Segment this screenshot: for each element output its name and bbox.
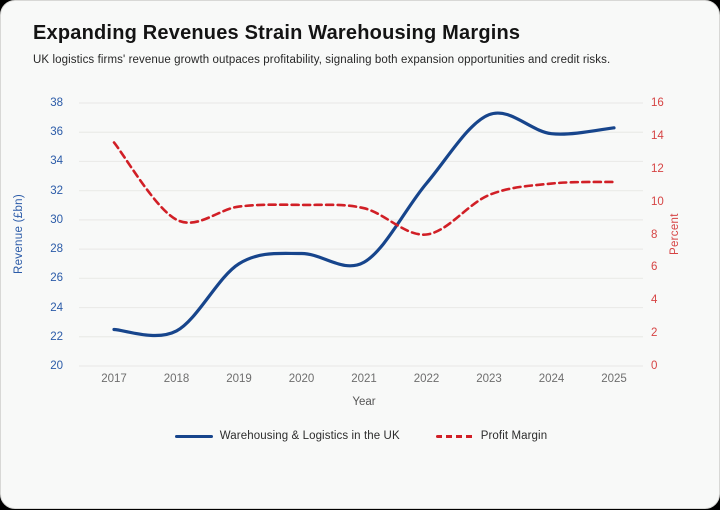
y-right-tick-label: 6 [651,261,658,274]
x-tick-label: 2023 [476,373,502,385]
y-left-tick-label: 36 [50,126,63,139]
chart-legend: Warehousing & Logistics in the UK Profit… [1,430,720,442]
y-left-tick-label: 28 [50,243,63,256]
y-right-tick-label: 12 [651,162,664,175]
y-right-tick-label: 16 [651,97,664,109]
x-tick-label: 2024 [538,373,565,385]
revenue-line [112,111,616,338]
y-right-tick-label: 8 [651,228,658,241]
y-left-tick-label: 34 [50,155,63,168]
y-right-tick-label: 4 [651,294,658,307]
x-tick-label: 2018 [163,373,190,385]
y-left-tick-label: 32 [50,184,63,197]
y-left-tick-label: 22 [50,330,63,343]
legend-label-revenue: Warehousing & Logistics in the UK [219,430,400,442]
y-right-tick-label: 10 [651,195,664,208]
legend-item-profit-margin: Profit Margin [435,430,548,442]
y-left-tick-label: 26 [50,272,63,285]
y-right-tick-label: 0 [651,360,658,372]
profit-margin-dashed-swatch-icon [435,434,474,438]
revenue-line-swatch-icon [174,434,213,438]
x-tick-label: 2017 [101,373,127,385]
chart-title: Expanding Revenues Strain Warehousing Ma… [33,22,521,44]
x-tick-label: 2022 [413,373,440,385]
x-axis-title: Year [352,396,376,408]
left-axis-title: Revenue (£bn) [13,194,25,274]
y-right-tick-label: 14 [651,129,664,142]
x-tick-label: 2025 [601,373,627,385]
x-tick-label: 2019 [226,373,252,385]
chart-subtitle: UK logistics firms' revenue growth outpa… [33,54,611,66]
legend-label-profit-margin: Profit Margin [480,430,548,442]
y-left-tick-label: 24 [50,301,63,314]
y-left-tick-label: 38 [50,97,63,109]
y-left-tick-label: 30 [50,213,63,226]
x-tick-label: 2021 [351,373,377,385]
profit-margin-line [112,141,616,236]
x-tick-label: 2020 [288,373,315,385]
legend-item-revenue: Warehousing & Logistics in the UK [174,430,400,442]
y-left-tick-label: 20 [50,360,63,372]
y-right-tick-label: 2 [651,327,658,340]
